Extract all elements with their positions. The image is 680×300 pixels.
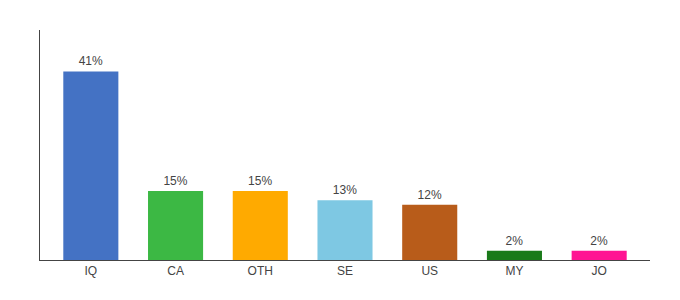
svg-text:SE: SE	[337, 264, 353, 278]
svg-text:41%: 41%	[79, 54, 103, 68]
svg-text:15%: 15%	[248, 174, 272, 188]
svg-text:OTH: OTH	[248, 264, 273, 278]
svg-text:13%: 13%	[333, 183, 357, 197]
svg-text:2%: 2%	[506, 234, 524, 248]
svg-text:2%: 2%	[590, 234, 608, 248]
svg-text:12%: 12%	[418, 188, 442, 202]
svg-text:JO: JO	[591, 264, 606, 278]
svg-text:MY: MY	[505, 264, 523, 278]
svg-text:IQ: IQ	[84, 264, 97, 278]
svg-text:15%: 15%	[163, 174, 187, 188]
svg-text:CA: CA	[167, 264, 184, 278]
svg-text:US: US	[421, 264, 438, 278]
